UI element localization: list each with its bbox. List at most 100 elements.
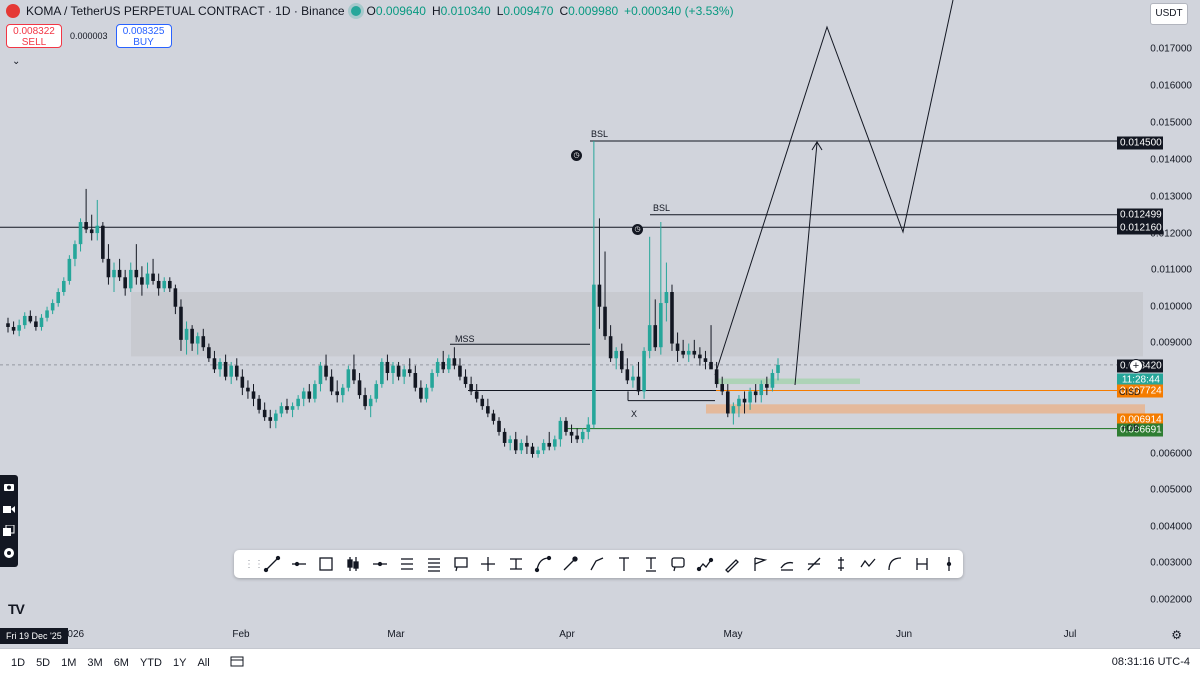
chevron-down-icon[interactable]: ⌄ xyxy=(12,56,21,67)
candle-body xyxy=(296,398,300,407)
period-1y[interactable]: 1Y xyxy=(172,656,187,669)
period-3m[interactable]: 3M xyxy=(87,656,103,669)
candle-body xyxy=(391,365,395,373)
brush-icon[interactable] xyxy=(556,552,583,576)
crosshair-icon[interactable] xyxy=(475,552,502,576)
flag-icon[interactable] xyxy=(746,552,773,576)
candle-body xyxy=(686,350,691,355)
drag-handle-icon[interactable]: ⋮⋮ xyxy=(244,558,264,570)
period-5d[interactable]: 5D xyxy=(36,656,51,669)
candle-body xyxy=(17,325,21,331)
candle-body xyxy=(396,365,401,377)
callout-icon[interactable] xyxy=(448,552,475,576)
pencil-icon[interactable] xyxy=(719,552,746,576)
candle-body xyxy=(664,292,669,304)
range-icon[interactable] xyxy=(936,552,963,576)
forecast-icon[interactable] xyxy=(773,552,800,576)
time-tick: Mar xyxy=(387,629,405,640)
projection-icon[interactable] xyxy=(800,552,827,576)
candle-body xyxy=(731,406,736,414)
settings-icon[interactable] xyxy=(0,543,18,563)
candles-icon[interactable] xyxy=(339,552,366,576)
candle-body xyxy=(407,369,412,373)
sell-label: SELL xyxy=(21,37,47,48)
time-tick: Jun xyxy=(895,629,913,640)
path-icon[interactable] xyxy=(583,552,610,576)
candle-body xyxy=(748,391,752,403)
chart-canvas[interactable] xyxy=(0,0,1145,625)
candle-body xyxy=(346,369,351,388)
period-1d[interactable]: 1D xyxy=(11,656,26,669)
supply-zone xyxy=(131,292,1143,357)
period-6m[interactable]: 6M xyxy=(113,656,129,669)
candle-body xyxy=(608,336,613,359)
layers-icon[interactable] xyxy=(0,521,18,541)
price-tick: 0.003000 xyxy=(1150,557,1192,569)
bars-pattern-icon[interactable] xyxy=(909,552,936,576)
alarm-clock-icon[interactable]: ◷ xyxy=(632,224,643,235)
buy-label: BUY xyxy=(133,37,154,48)
candle-body xyxy=(681,350,685,355)
candle-body xyxy=(307,391,312,399)
settings-gear-icon[interactable]: ⚙ xyxy=(1171,628,1182,642)
time-tick: May xyxy=(723,629,743,640)
fib-icon[interactable] xyxy=(421,552,448,576)
period-all[interactable]: All xyxy=(197,656,210,669)
period-ytd[interactable]: YTD xyxy=(139,656,162,669)
horizontal-line-icon[interactable] xyxy=(285,552,312,576)
candle-body xyxy=(698,354,702,359)
candle-body xyxy=(642,350,646,392)
trend-line-icon[interactable] xyxy=(258,552,285,576)
currency-button[interactable]: USDT xyxy=(1150,3,1188,25)
candle-body xyxy=(458,365,462,377)
price-range-icon[interactable] xyxy=(394,552,421,576)
wave-icon[interactable] xyxy=(854,552,881,576)
rectangle-icon[interactable] xyxy=(312,552,339,576)
chart-area[interactable] xyxy=(0,0,1145,625)
candle-body xyxy=(251,391,256,399)
period-1m[interactable]: 1M xyxy=(61,656,77,669)
symbol-title[interactable]: KOMA / TetherUS PERPETUAL CONTRACT · 1D … xyxy=(26,4,345,18)
projection-path xyxy=(714,0,954,376)
candle-body xyxy=(519,442,524,451)
anchored-text-icon[interactable] xyxy=(638,552,665,576)
candle-body xyxy=(770,373,775,388)
buy-button[interactable]: 0.008325 BUY xyxy=(115,24,172,48)
candle-body xyxy=(463,376,468,385)
tradingview-logo-icon[interactable]: TV xyxy=(8,601,25,617)
candle-body xyxy=(486,406,490,414)
candle-body xyxy=(45,310,49,318)
clock[interactable]: 08:31:16 UTC-4 xyxy=(1111,656,1190,668)
candle-body xyxy=(357,380,362,396)
camera-icon[interactable] xyxy=(0,477,18,497)
time-axis[interactable]: 2026 Feb Mar Apr May Jun Jul xyxy=(0,625,1145,645)
video-icon[interactable] xyxy=(0,499,18,519)
curve-icon[interactable] xyxy=(882,552,909,576)
text-icon[interactable] xyxy=(610,552,637,576)
candle-body xyxy=(709,361,713,370)
candle-body xyxy=(117,269,122,278)
measure-icon[interactable] xyxy=(502,552,529,576)
candle-body xyxy=(134,269,139,278)
candle-body xyxy=(541,442,546,451)
candle-body xyxy=(201,336,206,348)
alarm-clock-icon[interactable]: ◷ xyxy=(571,150,582,161)
trade-panel: 0.008322 SELL 0.000003 0.008325 BUY xyxy=(6,24,172,48)
arc-icon[interactable] xyxy=(529,552,556,576)
price-tick: 0.005000 xyxy=(1150,484,1192,496)
candle-body xyxy=(675,343,680,351)
bsl-high-price-label: 0.014500 xyxy=(1117,136,1163,150)
candle-body xyxy=(56,292,61,304)
candle-body xyxy=(246,387,250,392)
ray-icon[interactable] xyxy=(366,552,393,576)
comment-icon[interactable] xyxy=(665,552,692,576)
candle-body xyxy=(430,373,434,388)
candle-body xyxy=(207,347,211,359)
sell-button[interactable]: 0.008322 SELL xyxy=(6,24,62,48)
calendar-range-icon[interactable] xyxy=(230,655,244,670)
add-alert-icon[interactable]: + xyxy=(1129,359,1143,373)
price-axis[interactable]: 0.017000 0.016000 0.015000 0.014000 0.01… xyxy=(1145,0,1200,625)
pattern-icon[interactable] xyxy=(692,552,719,576)
long-position-icon[interactable] xyxy=(827,552,854,576)
price-tick: 0.006000 xyxy=(1150,448,1192,460)
